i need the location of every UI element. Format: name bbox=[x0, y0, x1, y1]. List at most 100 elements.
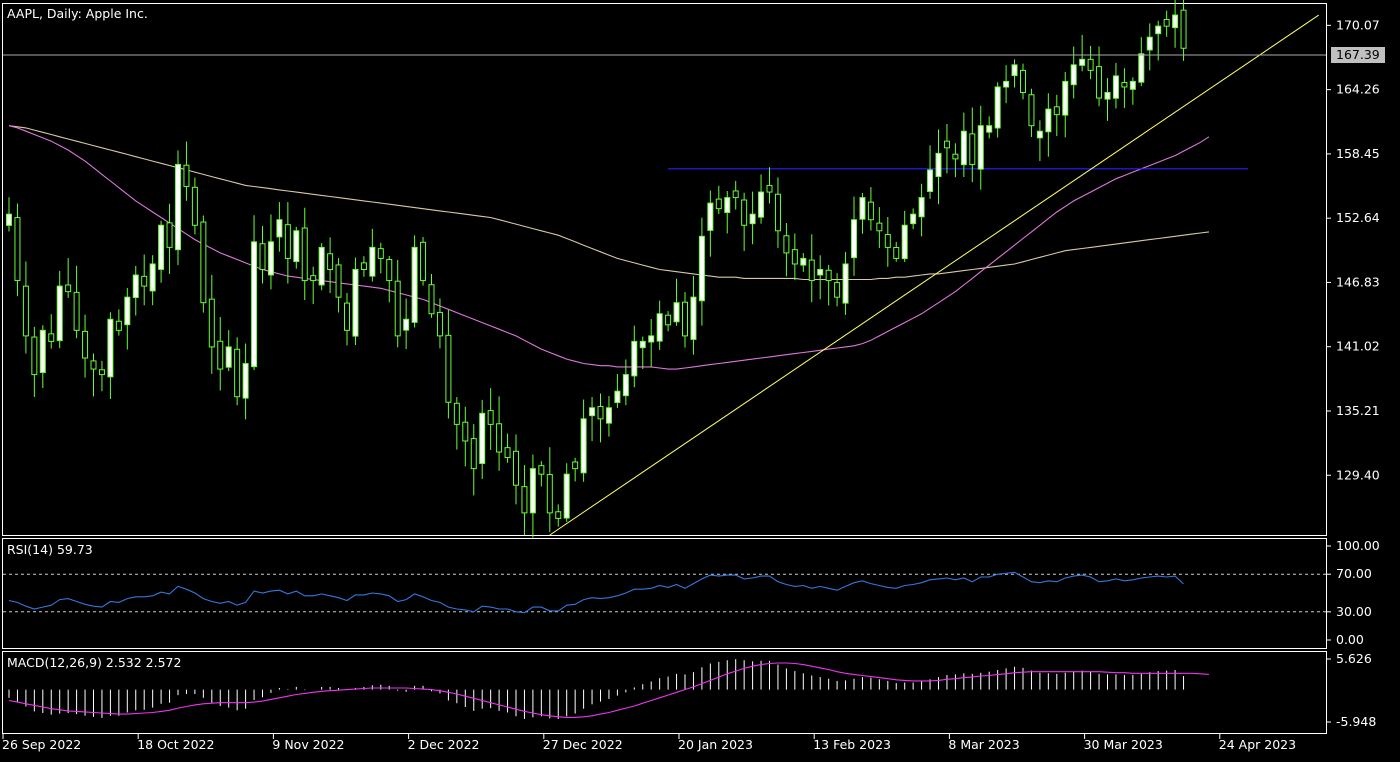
candle bbox=[589, 397, 596, 442]
price-tick-label: 135.21 bbox=[1336, 403, 1380, 418]
candle-body-up bbox=[1003, 80, 1010, 88]
candle-body-down bbox=[1121, 82, 1128, 88]
rsi-tick-label: 30.00 bbox=[1336, 604, 1372, 619]
candle-body-up bbox=[175, 163, 181, 251]
candle-body-down bbox=[386, 259, 393, 282]
candle bbox=[420, 236, 427, 286]
candle-body-down bbox=[428, 284, 435, 315]
candle bbox=[901, 210, 908, 263]
candle-body-down bbox=[65, 284, 72, 293]
candle bbox=[639, 336, 646, 370]
candle-body-down bbox=[22, 285, 29, 337]
candle-body-down bbox=[1020, 69, 1026, 93]
time-tick-label: 2 Dec 2022 bbox=[408, 737, 480, 752]
candle-body-down bbox=[538, 465, 545, 475]
candle-body-down bbox=[791, 249, 798, 265]
candle-body-down bbox=[470, 438, 477, 470]
candle-body-up bbox=[411, 246, 418, 323]
candle-body-down bbox=[48, 333, 55, 342]
candle-body-down bbox=[834, 282, 841, 298]
candle bbox=[318, 243, 325, 291]
candle bbox=[48, 314, 55, 349]
price-axis: 170.07 164.26 158.45 152.64 146.83 141.02 135.… bbox=[1326, 17, 1385, 482]
time-tick-label: 27 Dec 2022 bbox=[543, 737, 623, 752]
candle-body-up bbox=[707, 202, 714, 231]
candle bbox=[259, 226, 266, 284]
candle-body-up bbox=[479, 412, 486, 465]
candle-body-up bbox=[960, 130, 967, 166]
candle-body-up bbox=[158, 224, 165, 270]
candle bbox=[1180, 0, 1187, 61]
price-tick-label: 158.45 bbox=[1336, 146, 1380, 161]
candle bbox=[39, 325, 46, 388]
candle bbox=[1003, 65, 1010, 104]
candle-body-up bbox=[1079, 58, 1086, 66]
candle bbox=[808, 234, 815, 303]
macd-signal-line bbox=[8, 662, 1209, 718]
candle bbox=[496, 396, 503, 471]
candle-body-down bbox=[783, 235, 790, 254]
macd-label: MACD(12,26,9) 2.532 2.572 bbox=[7, 655, 181, 670]
candle-body-down bbox=[884, 234, 891, 248]
candle bbox=[90, 353, 97, 397]
candle bbox=[1096, 46, 1103, 107]
price-tick-label: 129.40 bbox=[1336, 467, 1380, 482]
rsi-tick-label: 100.00 bbox=[1336, 538, 1380, 553]
candle-body-down bbox=[521, 486, 528, 514]
candle bbox=[1129, 77, 1136, 105]
candle bbox=[876, 207, 883, 248]
candle-body-down bbox=[555, 511, 562, 519]
candle-body-up bbox=[698, 235, 705, 302]
candle bbox=[859, 192, 866, 234]
macd-panel-frame bbox=[2, 651, 1327, 734]
price-tick-label: 170.07 bbox=[1336, 17, 1380, 32]
candle-body-up bbox=[927, 169, 934, 192]
candle-body-up bbox=[580, 418, 587, 474]
candle bbox=[225, 330, 232, 372]
candle bbox=[428, 274, 435, 318]
time-axis: 26 Sep 2022 18 Oct 2022 9 Nov 2022 2 Dec 20… bbox=[2, 734, 1296, 752]
candle bbox=[732, 180, 739, 210]
candle bbox=[546, 447, 553, 533]
candle-body-up bbox=[132, 274, 139, 299]
candle bbox=[1146, 23, 1153, 71]
candle-body-down bbox=[825, 269, 832, 282]
candle-body-up bbox=[842, 263, 849, 304]
candle bbox=[758, 174, 765, 224]
candle-body-down bbox=[217, 340, 224, 370]
candle-body-down bbox=[73, 291, 80, 331]
candle-body-down bbox=[1096, 66, 1103, 99]
candle-body-up bbox=[1062, 80, 1069, 116]
candle bbox=[6, 197, 12, 232]
candle bbox=[1062, 72, 1069, 138]
candle-body-up bbox=[242, 363, 249, 399]
candle-body-down bbox=[732, 190, 739, 199]
candle-body-up bbox=[1138, 53, 1145, 83]
candle bbox=[800, 252, 807, 272]
trendline bbox=[549, 14, 1320, 536]
candle-body-down bbox=[82, 330, 89, 359]
candle bbox=[327, 237, 334, 294]
candle bbox=[943, 123, 950, 174]
candle bbox=[141, 254, 148, 306]
candle bbox=[394, 259, 401, 348]
candle-body-down bbox=[597, 405, 604, 420]
candle bbox=[149, 255, 156, 306]
candle bbox=[436, 298, 443, 349]
candle-body-up bbox=[124, 296, 131, 326]
candle bbox=[513, 434, 519, 505]
candle bbox=[614, 374, 621, 408]
rsi-label: RSI(14) 59.73 bbox=[7, 542, 93, 557]
candle bbox=[715, 185, 722, 215]
candle-body-up bbox=[994, 86, 1001, 129]
time-tick-label: 30 Mar 2023 bbox=[1084, 737, 1163, 752]
candle-body-down bbox=[191, 186, 198, 226]
candle bbox=[817, 255, 824, 300]
candle-body-up bbox=[758, 191, 765, 218]
candle bbox=[208, 274, 215, 374]
candle-body-up bbox=[1155, 25, 1162, 35]
candle bbox=[1138, 37, 1145, 86]
candle bbox=[994, 82, 1001, 138]
candle bbox=[22, 261, 29, 354]
candle-body-down bbox=[327, 253, 334, 271]
